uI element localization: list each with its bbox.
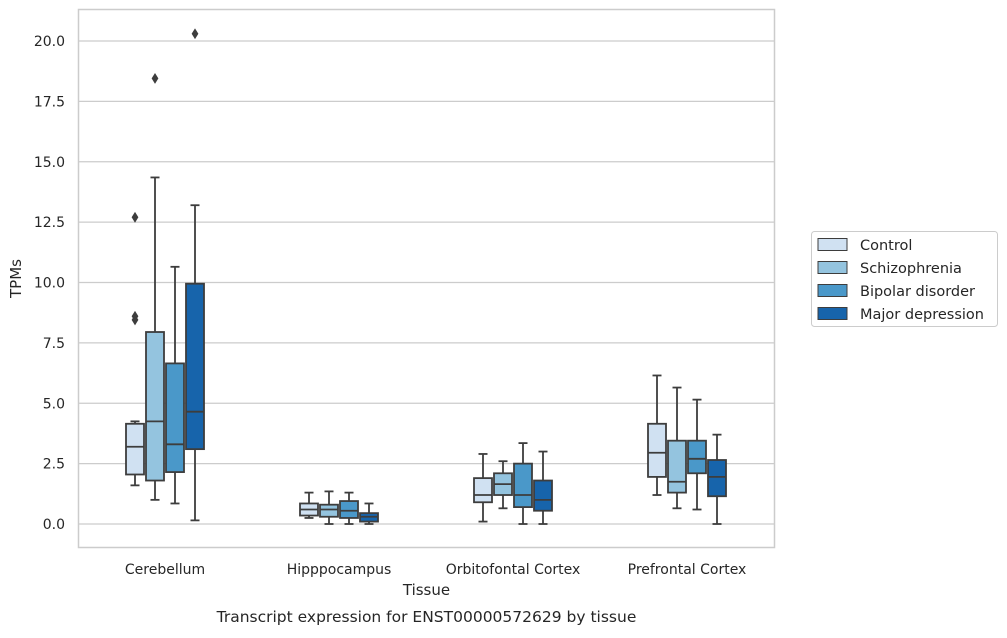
x-tick-label: Cerebellum xyxy=(125,562,205,578)
legend-swatch xyxy=(817,261,848,274)
outlier-point xyxy=(151,73,159,84)
outlier-point xyxy=(131,211,139,223)
box-control xyxy=(473,453,493,523)
legend-label: Major depression xyxy=(860,307,984,323)
y-tick-label: 2.5 xyxy=(43,457,65,473)
y-tick-label: 17.5 xyxy=(34,94,65,110)
y-tick-label: 20.0 xyxy=(34,34,65,50)
legend-frame xyxy=(811,231,998,327)
box-control xyxy=(125,211,145,487)
box-iqr xyxy=(339,500,359,519)
box-iqr xyxy=(125,422,145,476)
y-tick-label: 12.5 xyxy=(34,215,65,231)
box-major-depression xyxy=(185,28,205,522)
box-iqr xyxy=(513,462,533,508)
box-major-depression xyxy=(533,450,553,525)
legend-label: Bipolar disorder xyxy=(860,284,975,300)
y-tick-labels: 0.0 2.5 5.0 7.5 10.0 12.5 15.0 17.5 20.0 xyxy=(34,34,65,533)
box-schizophrenia xyxy=(493,460,513,510)
box-iqr xyxy=(319,503,339,518)
box-bipolar-disorder xyxy=(339,491,359,525)
box-bipolar-disorder xyxy=(513,442,533,525)
chart-caption: Transcript expression for ENST0000057262… xyxy=(216,608,637,626)
legend-swatch xyxy=(817,284,848,297)
y-tick-label: 0.0 xyxy=(43,517,65,533)
box-bipolar-disorder xyxy=(165,265,185,505)
y-tick-label: 7.5 xyxy=(43,336,65,352)
y-tick-label: 10.0 xyxy=(34,276,65,292)
legend-swatch xyxy=(817,307,848,320)
box-iqr xyxy=(533,479,553,512)
outlier-point xyxy=(191,28,199,40)
box-iqr xyxy=(647,422,667,478)
legend-label: Control xyxy=(860,238,912,254)
box-schizophrenia xyxy=(667,386,687,510)
x-tick-label: Hipppocampus xyxy=(287,562,392,578)
box-iqr xyxy=(165,362,185,473)
y-tick-label: 15.0 xyxy=(34,155,65,171)
box-iqr xyxy=(473,477,493,504)
x-tick-label: Prefrontal Cortex xyxy=(628,562,747,578)
box-iqr xyxy=(707,459,727,498)
plot-frame xyxy=(77,8,776,549)
outlier-point xyxy=(131,310,139,322)
y-tick-label: 5.0 xyxy=(43,396,65,412)
box-iqr xyxy=(667,439,687,494)
box-iqr xyxy=(145,331,165,482)
x-axis-label: Tissue xyxy=(402,581,450,599)
box-major-depression xyxy=(707,433,727,525)
box-iqr xyxy=(185,282,205,451)
box-layer xyxy=(125,28,727,525)
box-major-depression xyxy=(359,502,379,525)
box-schizophrenia xyxy=(319,490,339,525)
box-control xyxy=(647,374,667,496)
box-bipolar-disorder xyxy=(687,398,707,511)
y-axis-label: TPMs xyxy=(7,259,25,299)
box-control xyxy=(299,491,319,519)
x-tick-labels: Cerebellum Hipppocampus Orbitofontal Corte… xyxy=(125,562,746,578)
legend-label: Schizophrenia xyxy=(860,261,962,277)
legend-swatch xyxy=(817,238,848,251)
box-schizophrenia xyxy=(145,73,165,501)
x-tick-label: Orbitofontal Cortex xyxy=(446,562,581,578)
box-iqr xyxy=(687,439,707,475)
legend: Control Schizophrenia Bipolar disorder Majo… xyxy=(811,231,998,327)
